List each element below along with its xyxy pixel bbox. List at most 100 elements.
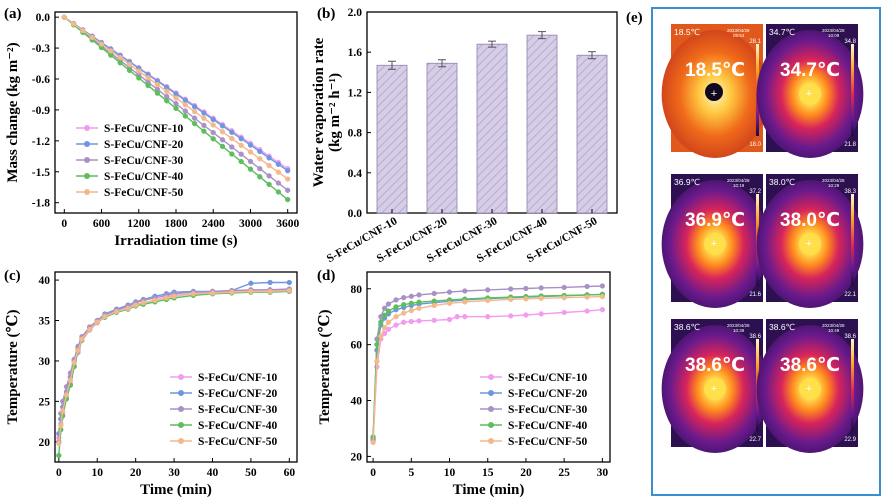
- data-point: [125, 305, 131, 312]
- data-point: [416, 305, 422, 311]
- data-point: [599, 307, 606, 313]
- data-point: [86, 326, 93, 333]
- data-point: [538, 285, 544, 291]
- data-point: [446, 289, 453, 295]
- legend-marker: [178, 438, 184, 444]
- y-tick-label: 20: [39, 437, 51, 449]
- y-tick-label: 35: [39, 316, 51, 328]
- data-point: [378, 333, 384, 339]
- x-tick-label: 30: [597, 467, 609, 479]
- data-point: [113, 308, 120, 315]
- y-tick-label: 0.0: [36, 12, 51, 24]
- series-cnf-50: [370, 293, 606, 446]
- data-point: [75, 347, 81, 354]
- legend-marker: [84, 125, 90, 131]
- data-point: [182, 97, 188, 103]
- y-axis-unit: (kg m⁻² h⁻¹): [327, 73, 343, 152]
- data-point: [285, 176, 291, 182]
- scale-max: 38.3: [844, 189, 856, 195]
- cold-spot: [705, 83, 723, 101]
- legend-marker: [488, 422, 494, 428]
- time-label: 09:54: [733, 33, 745, 38]
- scale-max: 37.2: [749, 189, 761, 195]
- data-point: [248, 280, 254, 286]
- y-tick-label: 80: [351, 284, 363, 296]
- chart-temperature-d: 20 40 60 80 0 5 10 15 20 25 30 Time (min) Temperatur…: [317, 271, 611, 498]
- data-point: [136, 75, 142, 81]
- data-point: [133, 302, 139, 308]
- data-point: [201, 128, 207, 134]
- data-point: [229, 129, 235, 135]
- data-point: [561, 309, 567, 316]
- data-point: [182, 102, 188, 108]
- data-point: [219, 143, 226, 150]
- data-point: [229, 135, 235, 142]
- x-tick-label: 600: [93, 218, 111, 230]
- data-point: [98, 41, 105, 47]
- data-point: [257, 166, 263, 172]
- data-point: [416, 292, 422, 298]
- bar: [426, 62, 458, 214]
- data-point: [523, 296, 529, 302]
- data-point: [431, 317, 437, 323]
- scale-max: 38.6: [749, 334, 761, 340]
- data-point: [385, 319, 392, 325]
- data-point: [154, 81, 161, 88]
- data-point: [275, 180, 282, 186]
- data-point: [201, 115, 207, 121]
- legend-marker: [488, 374, 494, 380]
- data-point: [599, 283, 606, 289]
- data-point: [275, 169, 282, 175]
- data-point: [238, 136, 244, 142]
- data-point: [378, 319, 384, 325]
- legend-marker: [488, 438, 494, 444]
- legend-marker: [178, 374, 184, 380]
- data-point: [219, 137, 226, 143]
- data-point: [229, 144, 235, 150]
- x-tick-label: 40: [207, 467, 219, 479]
- x-tick-label: 10: [444, 467, 456, 479]
- thermal-frame: [651, 7, 881, 496]
- data-point: [485, 314, 491, 320]
- legend-marker: [84, 157, 90, 163]
- data-point: [164, 98, 170, 104]
- y-tick-label: -0.6: [32, 74, 50, 86]
- data-point: [401, 310, 407, 316]
- panel-label-d: (d): [317, 268, 335, 284]
- data-point: [538, 295, 544, 301]
- legend-label: S-FeCu/CNF-30: [198, 404, 277, 416]
- data-point: [248, 288, 254, 295]
- y-tick-label: 60: [351, 340, 363, 352]
- data-point: [408, 318, 414, 325]
- legend-label: S-FeCu/CNF-50: [198, 436, 277, 448]
- panel-label-b: (b): [317, 6, 335, 22]
- data-point: [67, 377, 74, 383]
- temperature-reading: 38.6℃: [685, 355, 745, 376]
- data-point: [145, 75, 151, 81]
- color-scale-bar: [851, 44, 854, 136]
- data-point: [286, 287, 292, 294]
- y-axis-title: Temperature (℃): [5, 309, 21, 424]
- data-point: [126, 67, 133, 74]
- data-point: [117, 60, 123, 66]
- scale-min: 18.0: [749, 142, 761, 148]
- data-point: [431, 290, 437, 297]
- data-point: [173, 105, 179, 112]
- data-point: [210, 136, 216, 142]
- data-point: [102, 313, 108, 320]
- data-point: [126, 61, 133, 68]
- data-point: [431, 298, 437, 304]
- hot-spot: [799, 83, 821, 105]
- data-point: [381, 305, 388, 311]
- crosshair-icon: +: [711, 88, 717, 100]
- data-point: [401, 295, 407, 301]
- legend-label: S-FeCu/CNF-20: [508, 388, 587, 400]
- data-point: [267, 279, 273, 286]
- data-point: [584, 294, 590, 300]
- data-point: [485, 287, 491, 293]
- x-tick-label: 1800: [165, 218, 188, 230]
- data-point: [286, 279, 292, 286]
